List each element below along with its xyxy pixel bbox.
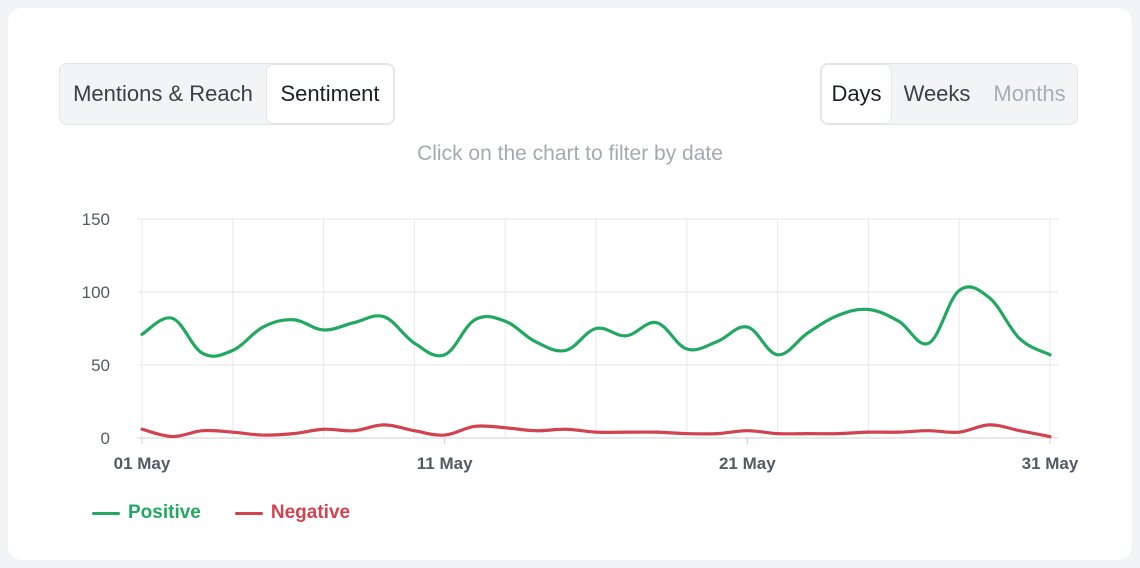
chart-hint: Click on the chart to filter by date <box>417 142 723 165</box>
data-point-negative[interactable] <box>773 429 783 439</box>
data-point-positive[interactable] <box>984 293 994 303</box>
data-point-positive[interactable] <box>803 328 813 338</box>
data-point-positive[interactable] <box>561 345 571 355</box>
data-point-positive[interactable] <box>409 338 419 348</box>
sentiment-card: Mentions & Reach Sentiment Days Weeks Mo… <box>8 8 1132 560</box>
data-point-positive[interactable] <box>591 324 601 334</box>
data-point-negative[interactable] <box>349 426 359 436</box>
data-point-negative[interactable] <box>863 427 873 437</box>
data-point-negative[interactable] <box>561 424 571 434</box>
data-point-negative[interactable] <box>228 427 238 437</box>
data-point-negative[interactable] <box>924 426 934 436</box>
series-line-negative[interactable] <box>140 423 1052 439</box>
data-point-positive[interactable] <box>773 350 783 360</box>
data-point-negative[interactable] <box>198 426 208 436</box>
period-toggle: Days Weeks Months <box>820 63 1078 125</box>
negative-line-swatch-icon <box>234 511 263 515</box>
period-days-button[interactable]: Days <box>821 64 892 124</box>
data-point-positive[interactable] <box>470 315 480 325</box>
positive-line-swatch-icon <box>92 511 120 515</box>
sentiment-chart[interactable]: 0 50 100 150 01 May 11 May 21 May 31 May <box>8 8 1132 560</box>
data-point-negative[interactable] <box>712 429 722 439</box>
data-point-negative[interactable] <box>1015 426 1025 436</box>
y-tick-label: 0 <box>101 429 110 448</box>
data-point-negative[interactable] <box>379 420 389 430</box>
data-point-positive[interactable] <box>440 350 450 360</box>
data-point-negative[interactable] <box>500 423 510 433</box>
data-point-negative[interactable] <box>954 427 964 437</box>
y-tick-label: 50 <box>91 356 110 375</box>
data-point-positive[interactable] <box>652 318 662 328</box>
data-point-negative[interactable] <box>652 427 662 437</box>
x-tick-label: 01 May <box>114 454 171 473</box>
data-point-positive[interactable] <box>319 325 329 335</box>
data-point-negative[interactable] <box>258 430 268 440</box>
data-point-positive[interactable] <box>742 322 752 332</box>
data-point-positive[interactable] <box>137 329 147 339</box>
y-tick-label: 100 <box>82 283 110 302</box>
period-weeks-button[interactable]: Weeks <box>903 81 971 106</box>
data-point-negative[interactable] <box>621 427 631 437</box>
data-point-negative[interactable] <box>803 429 813 439</box>
chart-series[interactable] <box>137 285 1055 442</box>
data-point-positive[interactable] <box>1015 334 1025 344</box>
x-tick-label: 11 May <box>417 454 473 473</box>
view-toggle: Mentions & Reach Sentiment <box>59 63 395 125</box>
legend-label-negative: Negative <box>270 502 351 523</box>
data-point-positive[interactable] <box>621 331 631 341</box>
data-point-positive[interactable] <box>288 315 298 325</box>
data-point-negative[interactable] <box>167 432 177 442</box>
tab-sentiment[interactable]: Sentiment <box>266 64 394 124</box>
data-point-positive[interactable] <box>682 344 692 354</box>
series-line-positive[interactable] <box>140 285 1052 358</box>
data-point-positive[interactable] <box>228 345 238 355</box>
y-tick-label: 150 <box>82 210 110 229</box>
legend-item-negative[interactable]: Negative <box>234 502 351 524</box>
data-point-positive[interactable] <box>530 337 540 347</box>
data-point-negative[interactable] <box>440 430 450 440</box>
x-tick-label: 31 May <box>1022 454 1079 473</box>
data-point-positive[interactable] <box>954 286 964 296</box>
data-point-negative[interactable] <box>470 421 480 431</box>
data-point-positive[interactable] <box>198 348 208 358</box>
data-point-negative[interactable] <box>319 424 329 434</box>
data-point-positive[interactable] <box>167 313 177 323</box>
data-point-negative[interactable] <box>682 429 692 439</box>
data-point-positive[interactable] <box>863 305 873 315</box>
data-point-negative[interactable] <box>591 427 601 437</box>
data-point-negative[interactable] <box>288 429 298 439</box>
data-point-negative[interactable] <box>137 424 147 434</box>
data-point-positive[interactable] <box>924 338 934 348</box>
chart-axes: 0 50 100 150 01 May 11 May 21 May 31 May <box>82 210 1079 473</box>
data-point-positive[interactable] <box>1045 350 1055 360</box>
data-point-negative[interactable] <box>530 426 540 436</box>
data-point-positive[interactable] <box>500 316 510 326</box>
data-point-negative[interactable] <box>742 426 752 436</box>
data-point-negative[interactable] <box>984 420 994 430</box>
data-point-positive[interactable] <box>258 322 268 332</box>
data-point-positive[interactable] <box>894 316 904 326</box>
chart-legend: Positive Negative <box>92 502 350 524</box>
period-months-button: Months <box>993 81 1066 106</box>
data-point-negative[interactable] <box>894 427 904 437</box>
data-point-negative[interactable] <box>1045 432 1055 442</box>
legend-label-positive: Positive <box>128 502 201 523</box>
data-point-positive[interactable] <box>712 337 722 347</box>
legend-item-positive[interactable]: Positive <box>92 502 201 524</box>
tab-mentions-reach[interactable]: Mentions & Reach <box>73 81 253 106</box>
x-tick-label: 21 May <box>719 454 776 473</box>
data-point-positive[interactable] <box>349 318 359 328</box>
chart-grid <box>138 218 1058 439</box>
data-point-positive[interactable] <box>379 312 389 322</box>
data-point-negative[interactable] <box>409 426 419 436</box>
data-point-negative[interactable] <box>833 429 843 439</box>
data-point-positive[interactable] <box>833 310 843 320</box>
